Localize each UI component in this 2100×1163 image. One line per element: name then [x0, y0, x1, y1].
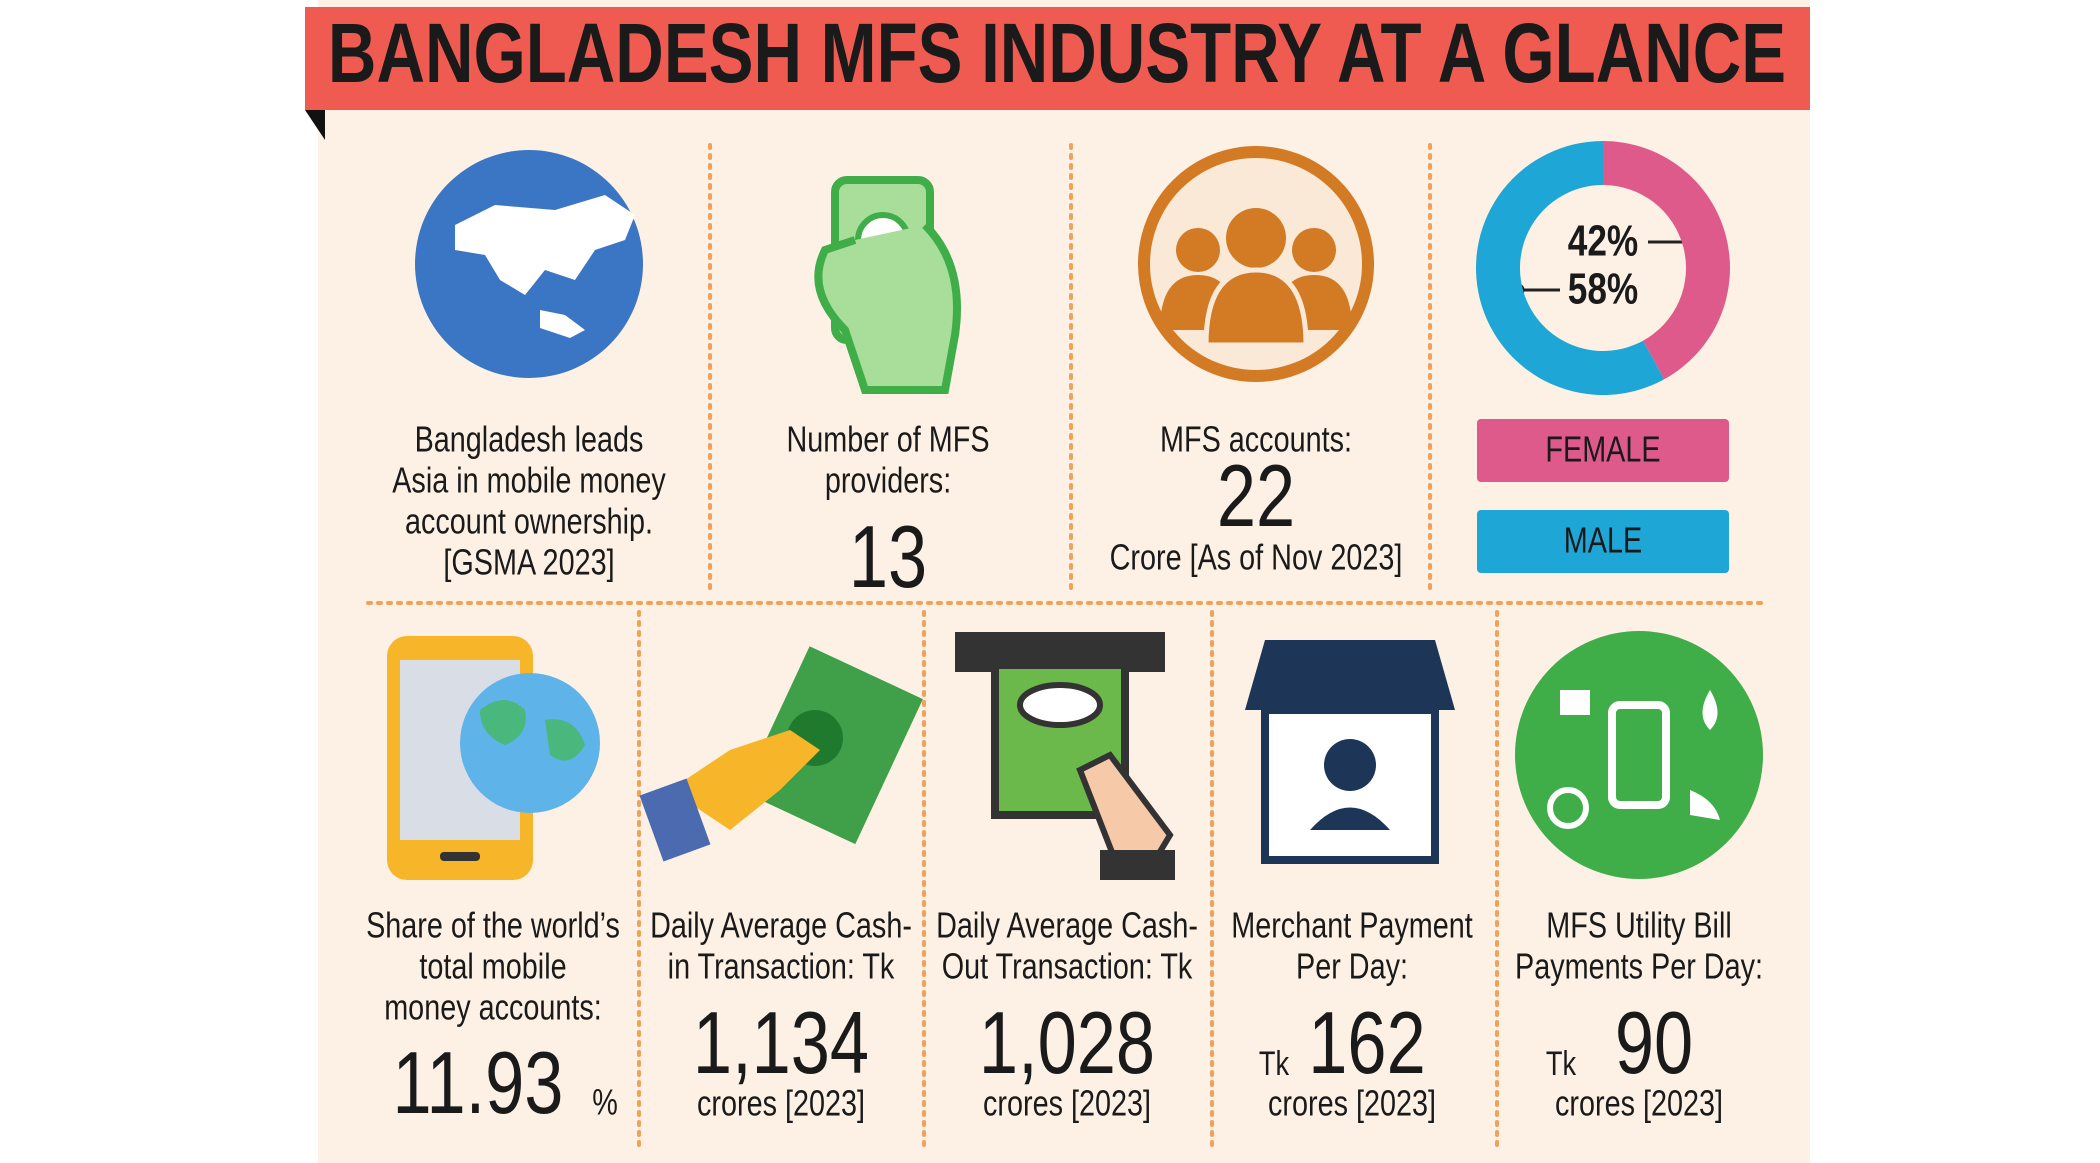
caption: MFS accounts:	[1160, 418, 1352, 459]
caption: Out Transaction: Tk	[942, 945, 1193, 986]
figure: 22	[1217, 447, 1295, 545]
note: crores [2023]	[1268, 1082, 1436, 1123]
caption: Merchant Payment	[1231, 904, 1473, 945]
caption: MFS Utility Bill	[1546, 904, 1731, 945]
note: crores [2023]	[983, 1082, 1151, 1123]
utility-icon	[1515, 631, 1763, 879]
shop-icon	[1245, 640, 1455, 864]
header-bar	[305, 7, 1810, 110]
caption: [GSMA 2023]	[443, 541, 614, 582]
caption: money accounts:	[384, 986, 602, 1027]
legend-box	[1477, 419, 1729, 482]
donut-segment	[1476, 141, 1665, 395]
caption: Share of the world’s	[366, 904, 620, 945]
legend-label: FEMALE	[1545, 428, 1660, 469]
caption: Number of MFS	[786, 418, 989, 459]
note: crores [2023]	[1555, 1082, 1723, 1123]
caption: in Transaction: Tk	[668, 945, 895, 986]
phone-globe-icon	[387, 636, 600, 880]
prefix: Tk	[1546, 1044, 1577, 1083]
unit: %	[592, 1081, 618, 1122]
cash-hand-icon	[639, 646, 923, 862]
figure: 90	[1615, 994, 1693, 1092]
atm-icon	[955, 632, 1175, 880]
caption: Asia in mobile money	[392, 459, 666, 500]
legend-box	[1477, 510, 1729, 573]
caption: Per Day:	[1296, 945, 1408, 986]
caption: providers:	[825, 459, 951, 500]
caption: Daily Average Cash-	[936, 904, 1198, 945]
note: crores [2023]	[697, 1082, 865, 1123]
corner-mark	[305, 110, 325, 140]
caption: total mobile	[419, 945, 566, 986]
figure: 11.93	[393, 1034, 564, 1132]
caption: Bangladesh leads	[415, 418, 644, 459]
prefix: Tk	[1259, 1044, 1290, 1083]
title: BANGLADESH MFS INDUSTRY AT A GLANCE	[328, 7, 1786, 101]
figure: 13	[849, 508, 927, 606]
note: Crore [As of Nov 2023]	[1110, 536, 1403, 577]
donut-segment	[1603, 141, 1730, 380]
globe-icon	[415, 150, 643, 378]
figure: 162	[1308, 994, 1425, 1092]
legend-label: MALE	[1564, 519, 1642, 560]
value-label: 58%	[1568, 265, 1638, 314]
caption: Daily Average Cash-	[650, 904, 912, 945]
people-icon	[1138, 146, 1374, 382]
phone-hand-icon	[814, 176, 961, 394]
figure: 1,134	[693, 994, 869, 1092]
value-label: 42%	[1568, 217, 1638, 266]
caption: account ownership.	[405, 500, 653, 541]
caption: Payments Per Day:	[1515, 945, 1763, 986]
figure: 1,028	[979, 994, 1155, 1092]
